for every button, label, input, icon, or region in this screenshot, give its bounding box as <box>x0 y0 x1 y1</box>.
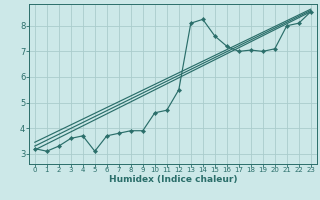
X-axis label: Humidex (Indice chaleur): Humidex (Indice chaleur) <box>108 175 237 184</box>
